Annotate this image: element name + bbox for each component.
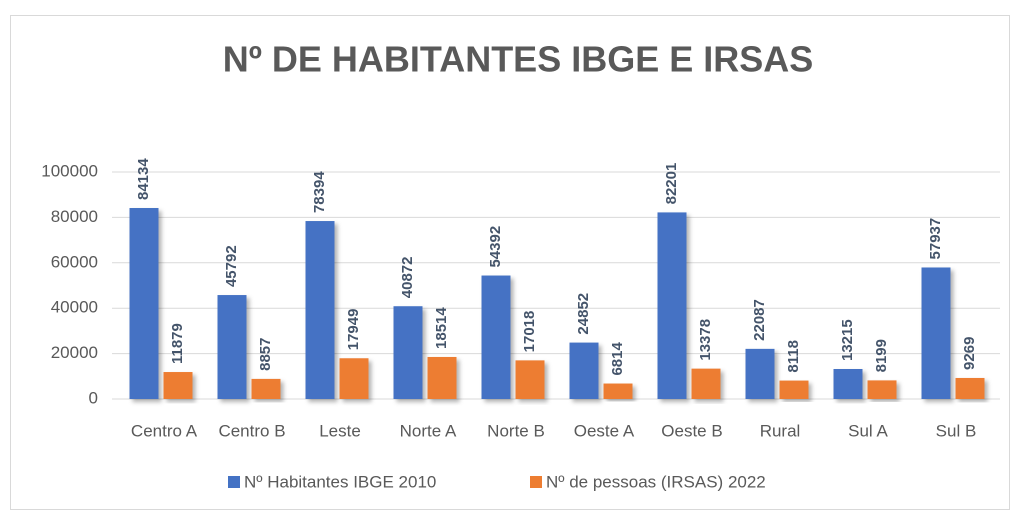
bar bbox=[569, 342, 599, 399]
bar bbox=[339, 358, 369, 399]
bar bbox=[427, 356, 457, 399]
value-label: 13215 bbox=[839, 319, 856, 361]
y-tick-label: 60000 bbox=[51, 252, 98, 271]
bar bbox=[657, 212, 687, 399]
x-tick-label: Centro B bbox=[218, 421, 285, 440]
bar bbox=[217, 295, 247, 399]
y-tick-label: 0 bbox=[89, 388, 98, 407]
value-label: 8199 bbox=[873, 339, 890, 372]
x-tick-label: Sul B bbox=[936, 421, 977, 440]
value-label: 22087 bbox=[751, 299, 768, 341]
value-label: 18514 bbox=[433, 307, 450, 349]
bar bbox=[481, 275, 511, 399]
x-tick-label: Rural bbox=[760, 421, 801, 440]
x-tick-label: Oeste A bbox=[574, 421, 635, 440]
value-label: 9269 bbox=[961, 337, 978, 370]
bar bbox=[393, 306, 423, 399]
bar bbox=[921, 267, 951, 399]
bar bbox=[779, 380, 809, 399]
value-label: 57937 bbox=[927, 218, 944, 260]
bar bbox=[955, 377, 985, 399]
legend-label: Nº de pessoas (IRSAS) 2022 bbox=[546, 472, 766, 491]
x-tick-label: Norte A bbox=[400, 421, 457, 440]
value-label: 17018 bbox=[521, 311, 538, 353]
bar bbox=[603, 383, 633, 399]
x-tick-label: Leste bbox=[319, 421, 361, 440]
value-label: 8857 bbox=[257, 338, 274, 371]
bar bbox=[867, 380, 897, 399]
y-tick-label: 80000 bbox=[51, 207, 98, 226]
value-label: 17949 bbox=[345, 309, 362, 351]
value-label: 11879 bbox=[169, 323, 186, 364]
bar bbox=[515, 360, 545, 399]
bar bbox=[163, 372, 193, 399]
value-label: 54392 bbox=[487, 226, 504, 268]
bar bbox=[305, 221, 335, 399]
x-tick-label: Oeste B bbox=[661, 421, 722, 440]
y-tick-label: 40000 bbox=[51, 298, 98, 317]
value-label: 78394 bbox=[311, 171, 328, 213]
bar bbox=[745, 348, 775, 399]
value-label: 6814 bbox=[609, 342, 626, 376]
legend-swatch bbox=[228, 476, 240, 488]
value-label: 24852 bbox=[575, 293, 592, 335]
value-label: 45792 bbox=[223, 245, 240, 287]
y-tick-label: 100000 bbox=[41, 161, 98, 180]
bar bbox=[691, 368, 721, 399]
bar bbox=[833, 369, 863, 399]
bar bbox=[129, 208, 159, 399]
x-tick-label: Norte B bbox=[487, 421, 545, 440]
value-label: 8118 bbox=[785, 340, 802, 373]
x-tick-label: Sul A bbox=[848, 421, 888, 440]
value-label: 82201 bbox=[663, 163, 680, 205]
value-label: 13378 bbox=[697, 319, 714, 361]
y-tick-label: 20000 bbox=[51, 343, 98, 362]
bar bbox=[251, 378, 281, 399]
legend-label: Nº Habitantes IBGE 2010 bbox=[244, 472, 436, 491]
x-tick-label: Centro A bbox=[131, 421, 198, 440]
chart-title: Nº DE HABITANTES IBGE E IRSAS bbox=[223, 39, 814, 80]
legend-swatch bbox=[530, 476, 542, 488]
value-label: 84134 bbox=[135, 158, 152, 200]
value-label: 40872 bbox=[399, 257, 416, 299]
